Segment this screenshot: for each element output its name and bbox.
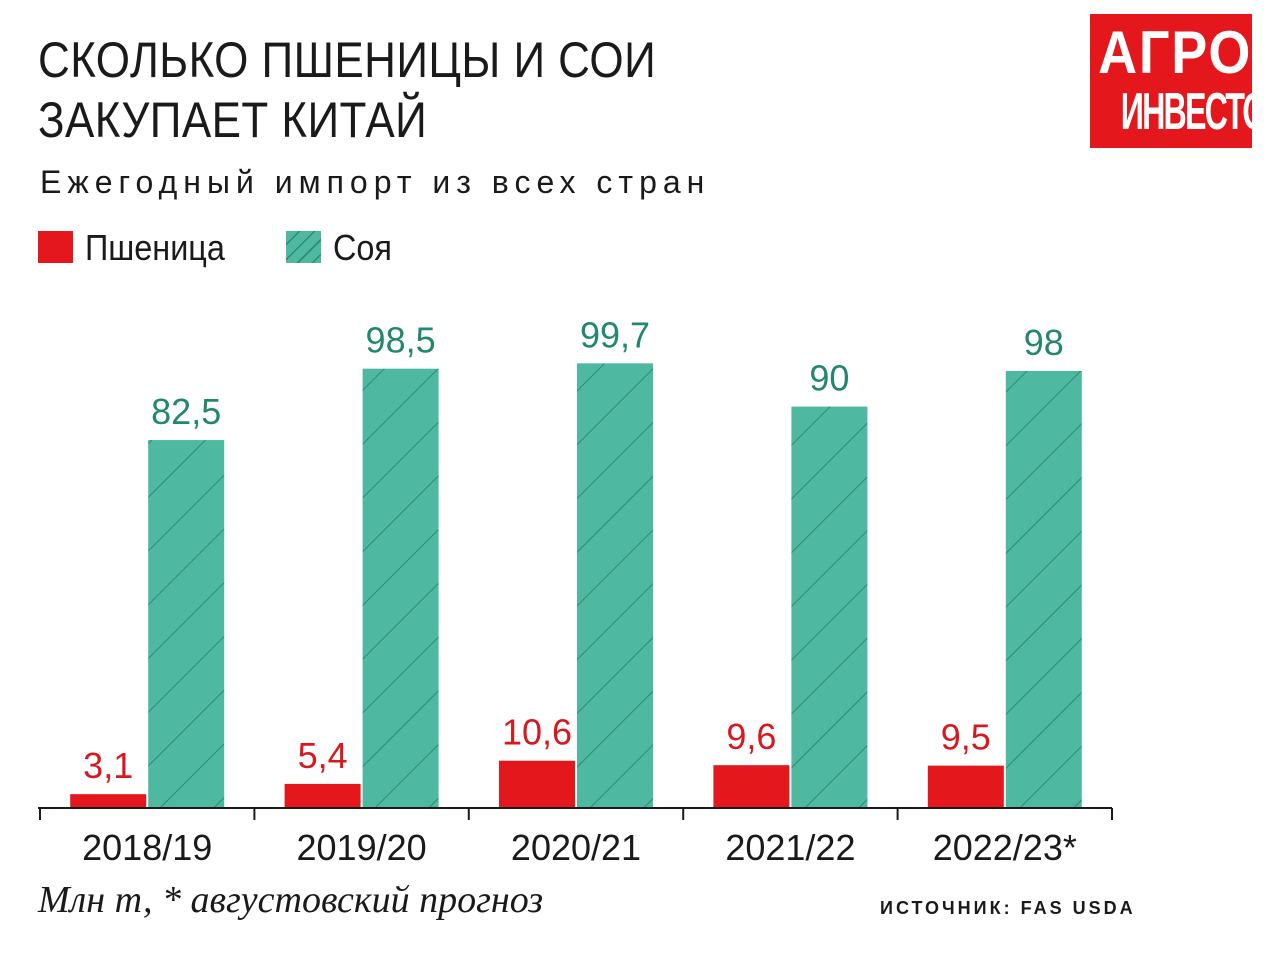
bar-wheat xyxy=(499,760,575,808)
bar-wheat xyxy=(284,783,361,808)
legend-label-wheat: Пшеница xyxy=(85,227,225,268)
legend-label-soy: Соя xyxy=(333,227,392,268)
x-tick-label: 2019/20 xyxy=(297,827,427,868)
bar-soy xyxy=(577,363,653,808)
bar-soy xyxy=(362,368,439,808)
bar-value-label-wheat: 3,1 xyxy=(83,745,133,786)
chart-title: СКОЛЬКО ПШЕНИЦЫ И СОИ ЗАКУПАЕТ КИТАЙ xyxy=(38,30,656,150)
x-tick-label: 2021/22 xyxy=(725,827,855,868)
logo-line1: АГРО xyxy=(1098,19,1253,86)
bar-value-label-wheat: 5,4 xyxy=(298,735,348,776)
legend-swatch-soy xyxy=(286,231,321,263)
bar-soy xyxy=(791,406,868,808)
bar-soy xyxy=(1005,370,1082,808)
bar-value-label-wheat: 9,6 xyxy=(726,716,776,757)
x-tick-label: 2018/19 xyxy=(82,827,212,868)
bar-value-label-soy: 98,5 xyxy=(366,320,436,361)
agroinvestor-logo: АГРО ИНВЕСТОР xyxy=(1090,14,1271,148)
bar-value-label-soy: 82,5 xyxy=(151,391,221,432)
chart-title-line1: СКОЛЬКО ПШЕНИЦЫ И СОИ xyxy=(38,32,657,88)
chart-title-line2: ЗАКУПАЕТ КИТАЙ xyxy=(38,92,428,148)
bar-value-label-soy: 90 xyxy=(809,358,849,399)
chart-note: Млн т, * августовский прогноз xyxy=(38,879,544,921)
bar-wheat xyxy=(70,794,147,808)
bars-layer: 3,1 82,5 5,4 98,5 10,6 99,7 9,6 90 9,5 98 xyxy=(70,314,1082,808)
bar-soy xyxy=(148,440,225,808)
x-tick-label: 2022/23* xyxy=(933,827,1077,868)
bar-value-label-soy: 98 xyxy=(1024,322,1064,363)
x-tick-label: 2020/21 xyxy=(511,827,641,868)
legend-swatch-wheat xyxy=(38,231,73,263)
bar-value-label-soy: 99,7 xyxy=(580,314,650,355)
x-axis: 2018/19 2019/20 2020/21 2021/22 2022/23* xyxy=(38,807,1113,868)
chart-source: ИСТОЧНИК: FAS USDA xyxy=(880,898,1136,918)
bar-value-label-wheat: 10,6 xyxy=(502,712,572,753)
bar-wheat xyxy=(927,765,1004,808)
chart-subtitle: Ежегодный импорт из всех стран xyxy=(40,164,711,200)
bar-value-label-wheat: 9,5 xyxy=(941,717,991,758)
bar-wheat xyxy=(713,765,790,808)
